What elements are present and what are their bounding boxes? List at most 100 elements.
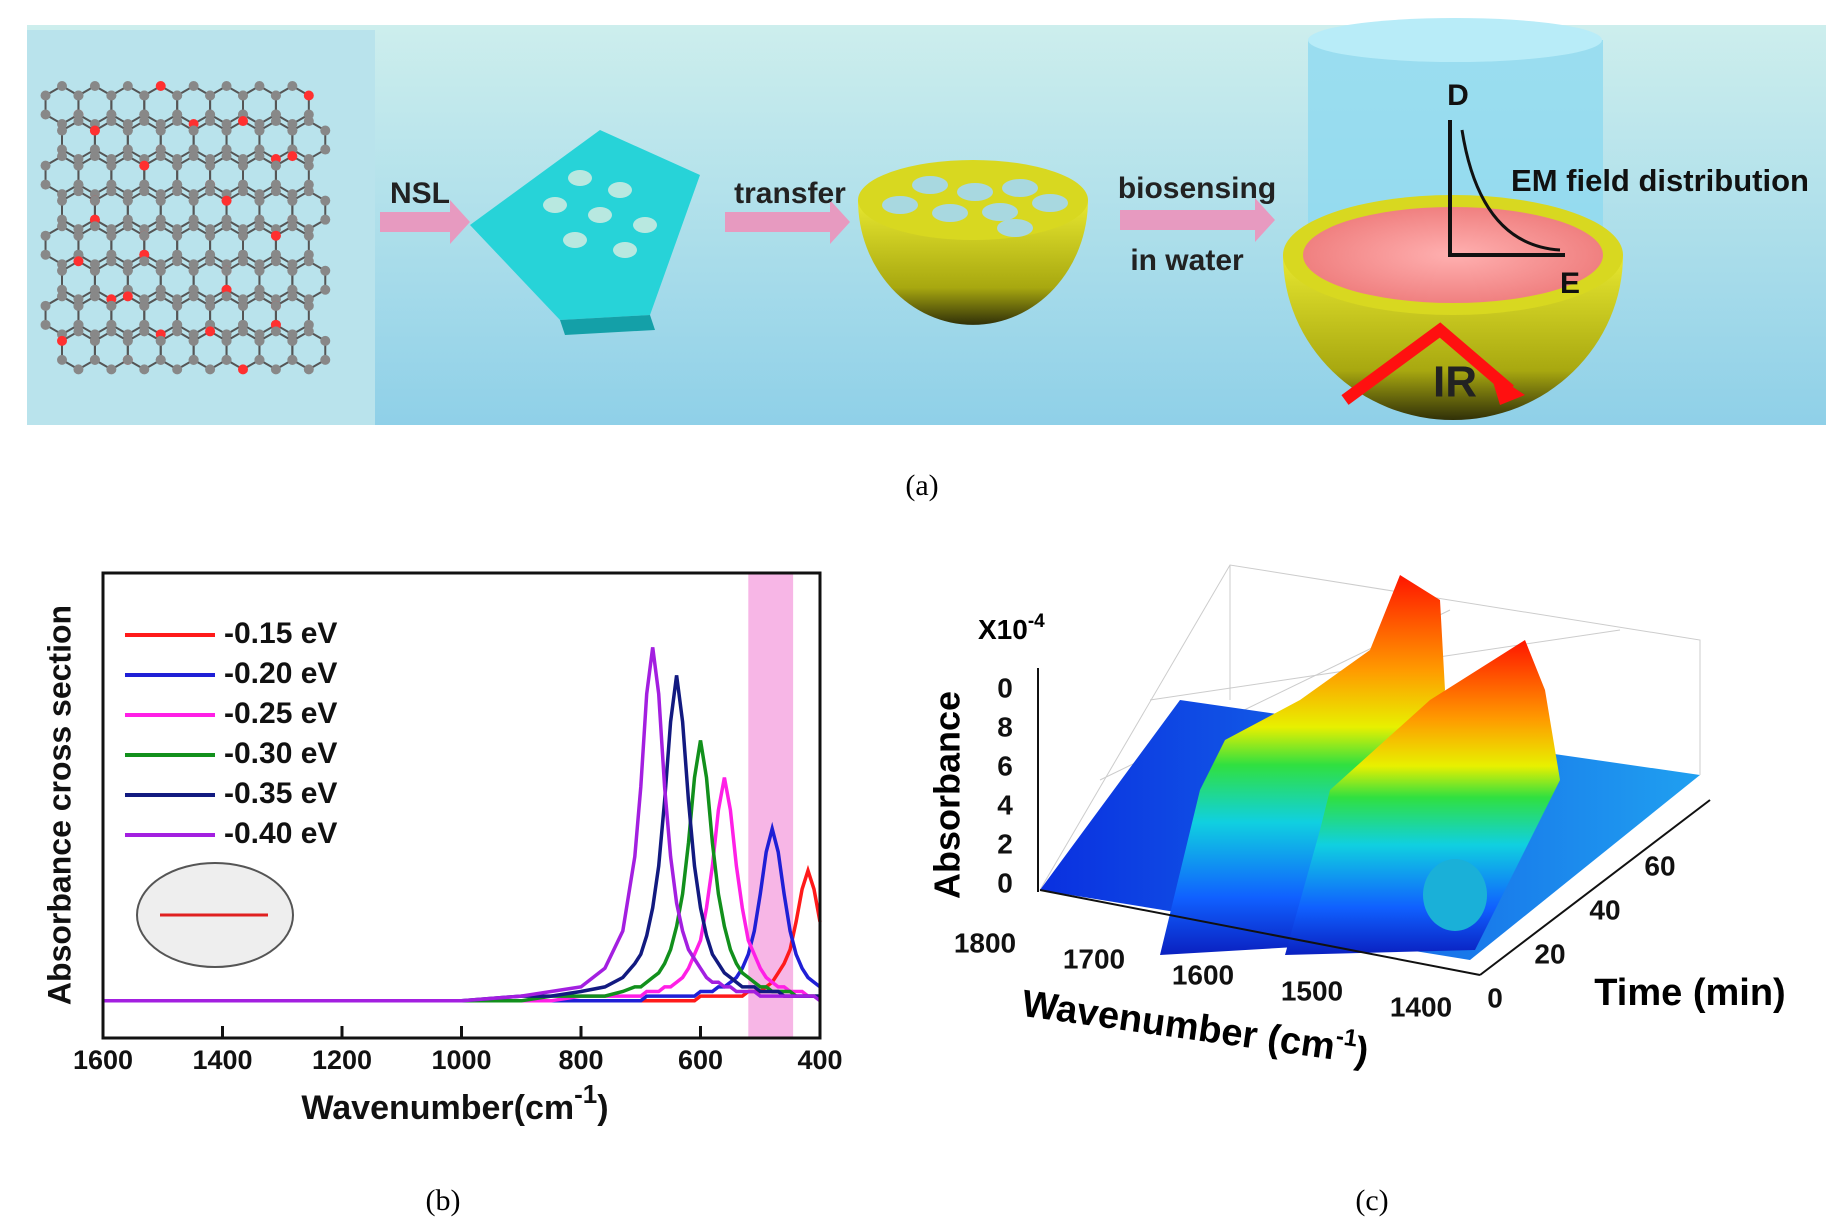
atom (303, 326, 314, 337)
ir-arrowhead (1490, 372, 1525, 405)
atom (287, 265, 298, 276)
z-multiplier: X10-4 (978, 611, 1045, 645)
atom (205, 326, 216, 337)
atom (73, 230, 84, 241)
atom (155, 81, 166, 91)
atom (188, 335, 199, 346)
atom (155, 265, 166, 276)
surface-ridge (1285, 640, 1560, 955)
atom (205, 90, 216, 101)
multiplier: X10 (978, 614, 1028, 645)
atom (270, 300, 281, 311)
label: NSL (390, 177, 450, 210)
atom (40, 179, 51, 190)
x-tick-label: 1700 (1063, 943, 1125, 974)
label: in water (1130, 244, 1244, 277)
atom (89, 291, 100, 302)
atom (73, 300, 84, 311)
atom (287, 125, 298, 136)
atom (270, 90, 281, 101)
atom (89, 354, 100, 365)
atom (122, 221, 133, 232)
atom (40, 300, 51, 311)
atom (106, 90, 117, 101)
atom (287, 291, 298, 302)
atom (57, 81, 67, 91)
atom (254, 125, 265, 136)
atom (270, 230, 281, 241)
atom (188, 354, 199, 365)
atom (106, 326, 117, 337)
ir-beam (1341, 322, 1514, 405)
atom (172, 326, 183, 337)
atom (122, 335, 133, 346)
time-tick-label: 60 (1644, 850, 1675, 881)
atom (106, 364, 117, 375)
atom (155, 125, 166, 136)
atom (172, 116, 183, 127)
atom (303, 300, 314, 311)
atom (172, 160, 183, 171)
z-tick-label: 0 (997, 867, 1013, 898)
legend-label: -0.35 eV (224, 777, 337, 810)
atom (188, 125, 199, 136)
substrate-edge (560, 315, 655, 335)
atom (237, 116, 248, 127)
atom (139, 186, 150, 197)
atom (205, 186, 216, 197)
atom (106, 160, 117, 171)
atom (122, 291, 133, 302)
atom (270, 116, 281, 127)
label: Wavenumber(cm (301, 1089, 574, 1127)
panel-a: NSL transfer biosensing in water D EM fi… (27, 18, 1826, 502)
atom (237, 230, 248, 241)
shaded-band (748, 573, 794, 1038)
x-tick-label: 1000 (431, 1045, 491, 1075)
atom (89, 125, 100, 136)
legend-label: -0.30 eV (224, 737, 337, 770)
atom (155, 221, 166, 232)
atom (172, 186, 183, 197)
x-tick-label: 1400 (192, 1045, 252, 1075)
atom (172, 90, 183, 101)
atom (139, 116, 150, 127)
atom (320, 125, 331, 136)
y-label: Absorbance cross section (41, 605, 77, 1005)
atom (40, 160, 51, 171)
atom (73, 90, 84, 101)
atom (40, 249, 51, 260)
x-tick-label: 1200 (312, 1045, 372, 1075)
time-label: Time (min) (1594, 972, 1785, 1014)
legend-label: -0.40 eV (224, 817, 337, 850)
atom (270, 364, 281, 375)
atom (122, 81, 133, 91)
time-tick-label: 20 (1534, 938, 1565, 969)
holes (543, 170, 657, 258)
atom (320, 284, 331, 295)
surface-bump (1423, 859, 1487, 931)
time-tick-label: 0 (1487, 982, 1503, 1013)
x-tick-label: 1500 (1281, 975, 1343, 1006)
z-tick-label: 8 (997, 711, 1013, 742)
atom (89, 151, 100, 162)
atom (89, 195, 100, 206)
atom (254, 291, 265, 302)
superscript: -1 (1334, 1023, 1359, 1053)
atom (106, 256, 117, 267)
atom (221, 81, 232, 91)
atom (237, 186, 248, 197)
atom (122, 195, 133, 206)
atom (254, 151, 265, 162)
atom (188, 81, 199, 91)
atom (40, 230, 51, 241)
atom (139, 300, 150, 311)
atom (221, 335, 232, 346)
atom (188, 151, 199, 162)
atom (221, 151, 232, 162)
atom (89, 221, 100, 232)
atom (155, 195, 166, 206)
atom (237, 256, 248, 267)
atom (73, 160, 84, 171)
atom (57, 125, 67, 136)
